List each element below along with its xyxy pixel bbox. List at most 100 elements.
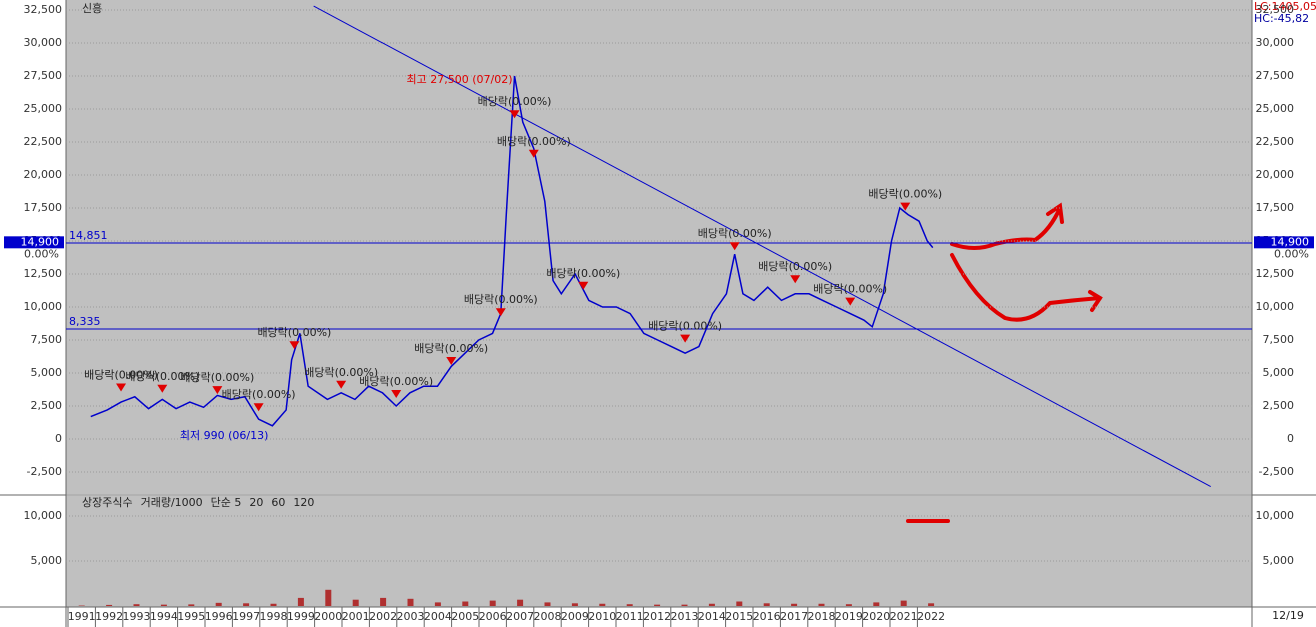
high-label: 최고 27,500 (07/02) xyxy=(407,73,513,86)
y-tick-label: 25,000 xyxy=(24,102,63,115)
volume-bar xyxy=(928,603,935,606)
volume-bar xyxy=(106,604,113,606)
x-tick-label: 2019 xyxy=(835,610,863,623)
dividend-marker xyxy=(528,149,539,158)
x-tick-label: 1996 xyxy=(205,610,233,623)
dividend-label: 배당락(0.00%) xyxy=(478,95,552,108)
badge-left-change: 0.00% xyxy=(24,247,59,260)
x-tick-label: 2017 xyxy=(780,610,808,623)
y-tick-label-right: 5,000 xyxy=(1263,554,1295,567)
legend-item: 단순 5 xyxy=(211,496,242,509)
y-tick-label-right: 7,500 xyxy=(1263,333,1295,346)
dividend-label: 배당락(0.00%) xyxy=(359,375,433,388)
x-tick-label: 2009 xyxy=(561,610,589,623)
dividend-marker xyxy=(391,390,402,399)
volume-bar xyxy=(818,603,825,606)
x-tick-label: 2007 xyxy=(506,610,534,623)
hline-label: 14,851 xyxy=(69,229,108,242)
y-tick-label: 30,000 xyxy=(24,36,63,49)
x-tick-label: 2021 xyxy=(890,610,918,623)
legend-item: 거래량/1000 xyxy=(141,496,203,509)
volume-bar xyxy=(681,604,688,606)
x-tick-label: 2011 xyxy=(616,610,644,623)
dividend-label: 배당락(0.00%) xyxy=(813,283,887,296)
x-tick-label: 2010 xyxy=(588,610,616,623)
dividend-marker xyxy=(212,386,223,395)
badge-right xyxy=(1254,236,1314,249)
dividend-marker xyxy=(680,334,691,343)
volume-bar xyxy=(873,602,880,606)
volume-bar xyxy=(489,600,496,606)
y-tick-label-right: 5,000 xyxy=(1263,366,1295,379)
volume-bar xyxy=(845,604,852,606)
dividend-marker xyxy=(790,275,801,284)
volume-bar xyxy=(297,597,304,606)
volume-bar xyxy=(270,603,277,606)
volume-bar xyxy=(599,603,606,606)
x-tick-label: 2014 xyxy=(698,610,726,623)
y-tick-label-right: 10,000 xyxy=(1256,509,1295,522)
dividend-marker xyxy=(845,297,856,306)
y-tick-label-right: 32,500 xyxy=(1256,3,1295,16)
volume-bar xyxy=(626,604,633,606)
dividend-label: 배당락(0.00%) xyxy=(180,371,254,384)
x-tick-label: 2004 xyxy=(424,610,452,623)
badge-left-text: 14,900 xyxy=(21,235,60,248)
dividend-label: 배당락(0.00%) xyxy=(648,320,722,333)
x-tick-label: 2016 xyxy=(753,610,781,623)
x-tick-label: 1998 xyxy=(260,610,288,623)
dividend-marker xyxy=(509,110,520,119)
x-tick-label: 2022 xyxy=(917,610,945,623)
dividend-label: 배당락(0.00%) xyxy=(125,370,199,383)
dividend-marker xyxy=(253,403,264,412)
badge-right-change: 0.00% xyxy=(1274,247,1309,260)
x-tick-label: 2018 xyxy=(808,610,836,623)
dividend-marker xyxy=(729,242,740,251)
volume-bar xyxy=(243,603,250,606)
x-tick-label: 1994 xyxy=(150,610,178,623)
x-tick-label: 1992 xyxy=(95,610,123,623)
volume-bar xyxy=(380,597,387,606)
y-tick-label-right: 12,500 xyxy=(1256,267,1295,280)
dividend-marker xyxy=(900,202,911,211)
lc-info: LC:1405,05 xyxy=(1254,0,1316,13)
x-tick-label: 2003 xyxy=(397,610,425,623)
hc-info: HC:-45,82 xyxy=(1254,12,1309,25)
volume-bar xyxy=(544,602,551,606)
legend-item: 상장주식수 xyxy=(82,496,133,509)
volume-bar xyxy=(188,604,195,606)
y-tick-label-right: 17,500 xyxy=(1256,201,1295,214)
trendline xyxy=(313,5,1211,487)
volume-bar xyxy=(352,599,359,606)
y-tick-label: 22,500 xyxy=(24,135,63,148)
volume-bar xyxy=(215,602,222,606)
stock-name: 신흥 xyxy=(82,1,102,15)
y-tick-label-right: 30,000 xyxy=(1256,36,1295,49)
y-tick-label: 32,500 xyxy=(24,3,63,16)
dividend-label: 배당락(0.00%) xyxy=(546,267,620,280)
low-label: 최저 990 (06/13) xyxy=(180,429,269,442)
volume-bar xyxy=(325,589,332,606)
price-panel xyxy=(66,0,1252,494)
dividend-label: 배당락(0.00%) xyxy=(222,388,296,401)
y-tick-label: 5,000 xyxy=(31,554,63,567)
dividend-label: 배당락(0.00%) xyxy=(304,366,378,379)
y-tick-label: 5,000 xyxy=(31,366,63,379)
y-tick-label: 27,500 xyxy=(24,69,63,82)
y-tick-label: 20,000 xyxy=(24,168,63,181)
x-tick-label: 2013 xyxy=(671,610,699,623)
y-tick-label-right: 25,000 xyxy=(1256,102,1295,115)
dividend-label: 배당락(0.00%) xyxy=(868,188,942,201)
legend-item: 120 xyxy=(293,496,314,509)
volume-bar xyxy=(517,599,524,606)
x-tick-label: 1999 xyxy=(287,610,315,623)
volume-bar xyxy=(736,601,743,606)
y-tick-label-right: 22,500 xyxy=(1256,135,1295,148)
legend-item: 20 xyxy=(249,496,263,509)
dividend-marker xyxy=(495,308,506,317)
y-tick-label: 7,500 xyxy=(31,333,63,346)
y-tick-label: -2,500 xyxy=(27,465,62,478)
volume-bar xyxy=(434,602,441,606)
dividend-marker xyxy=(446,357,457,366)
